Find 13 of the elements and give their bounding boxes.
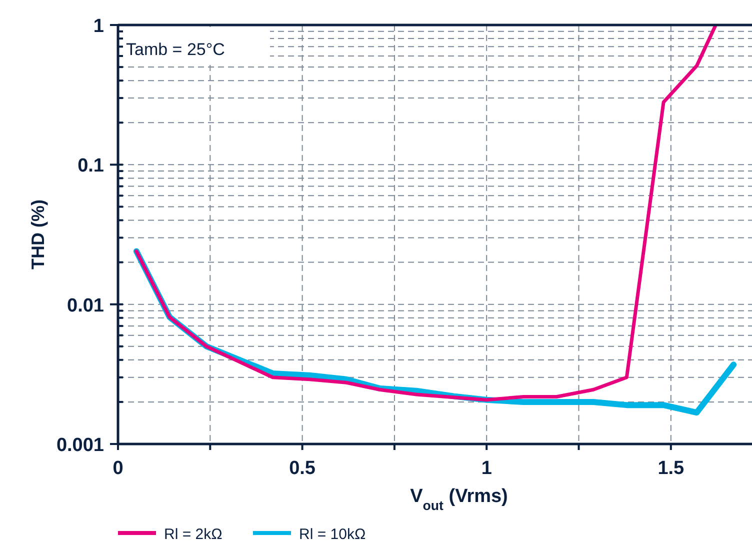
y-tick-label: 0.1 (78, 156, 104, 177)
y-axis-title: THD (%) (28, 200, 48, 270)
x-tick-label: 1 (481, 458, 492, 479)
x-axis-title: V$_{out}$ (Vrms) (410, 486, 508, 512)
x-tick-label: 1.5 (658, 458, 685, 479)
y-tick-label: 1 (93, 16, 104, 37)
annotation: Tamb = 25°C (126, 40, 225, 59)
y-tick-label: 0.001 (56, 435, 104, 456)
legend-label: Rl = 2kΩ (164, 526, 222, 543)
y-tick-label: 0.01 (67, 295, 104, 316)
x-tick-label: 0.5 (289, 458, 316, 479)
x-tick-label: 0 (112, 458, 124, 479)
legend-label: Rl = 10kΩ (299, 526, 366, 543)
